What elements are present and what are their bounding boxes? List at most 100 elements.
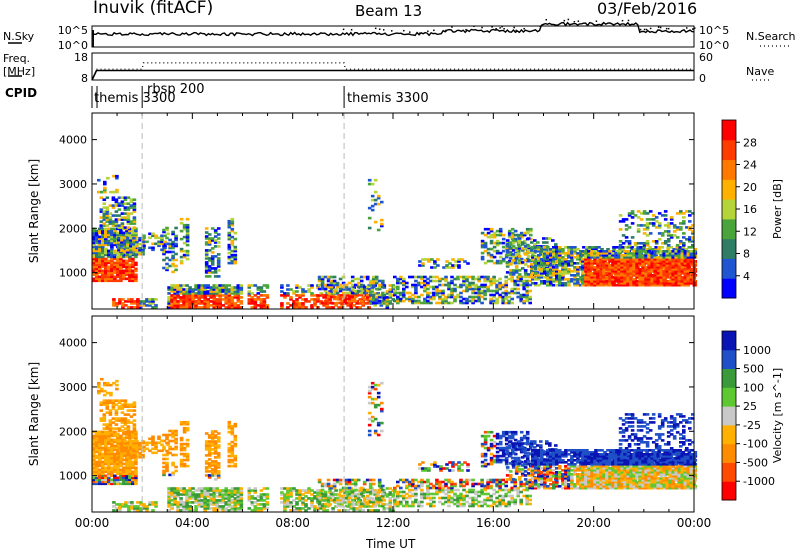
- power-cell: [167, 286, 171, 289]
- power-cell: [511, 255, 516, 258]
- power-cell: [687, 268, 692, 271]
- power-cell: [546, 256, 550, 259]
- power-cell: [579, 254, 583, 257]
- power-cell: [581, 270, 585, 273]
- power-cell: [97, 178, 101, 182]
- power-cell: [338, 287, 343, 291]
- power-cell: [104, 251, 108, 255]
- power-cell: [674, 283, 678, 287]
- power-cell: [495, 229, 500, 233]
- power-cell: [233, 286, 238, 289]
- power-cell: [567, 280, 571, 283]
- power-cell: [671, 256, 675, 259]
- power-cell: [653, 256, 657, 259]
- power-cell: [537, 250, 541, 253]
- power-cell: [552, 268, 556, 271]
- power-cell: [98, 253, 102, 257]
- velocity-cell: [191, 495, 195, 498]
- power-cell: [623, 254, 627, 257]
- power-cell: [113, 241, 117, 245]
- power-cell: [167, 292, 171, 295]
- power-cell: [629, 280, 633, 283]
- power-cell: [663, 268, 667, 271]
- power-cell: [102, 210, 107, 213]
- velocity-cell: [170, 487, 174, 490]
- power-cell: [590, 256, 594, 259]
- power-cell: [116, 259, 120, 263]
- velocity-cell: [227, 424, 232, 428]
- power-cell: [471, 277, 475, 281]
- nsearch-point: [691, 28, 694, 30]
- power-cell: [95, 249, 99, 253]
- power-cell: [212, 294, 216, 297]
- power-cell: [250, 302, 255, 305]
- power-cell: [641, 258, 645, 261]
- power-cell: [584, 282, 588, 285]
- power-cell: [540, 250, 544, 253]
- velocity-cell: [111, 401, 116, 404]
- power-cell: [355, 292, 359, 295]
- power-cell: [230, 304, 235, 307]
- velocity-cell: [203, 487, 207, 490]
- power-cell: [573, 268, 577, 271]
- power-cell: [136, 304, 140, 307]
- power-cell: [230, 219, 235, 223]
- power-cell: [286, 294, 290, 297]
- power-cell: [511, 259, 516, 262]
- power-cell: [654, 216, 659, 219]
- power-cell: [417, 295, 421, 299]
- velocity-cell: [200, 495, 204, 498]
- power-cell: [683, 250, 688, 253]
- velocity-cell: [122, 468, 126, 472]
- power-cell: [579, 260, 583, 263]
- power-cell: [107, 227, 111, 231]
- power-cell: [495, 241, 500, 245]
- velocity-cell: [131, 470, 135, 474]
- power-cell: [286, 288, 290, 291]
- power-cell: [624, 228, 629, 231]
- power-cell: [564, 246, 568, 249]
- velocity-cell: [122, 466, 126, 470]
- power-cell: [399, 281, 403, 285]
- power-cell: [216, 259, 221, 262]
- power-cell: [642, 212, 647, 215]
- power-cell: [221, 304, 225, 307]
- power-cell: [131, 233, 135, 237]
- velocity-cell: [104, 462, 108, 466]
- power-cell: [645, 248, 649, 251]
- power-cell: [215, 286, 219, 289]
- power-cell: [373, 178, 378, 182]
- velocity-cell: [227, 499, 232, 502]
- velocity-cell: [104, 460, 108, 464]
- velocity-cell: [179, 460, 184, 464]
- velocity-cell: [101, 460, 105, 464]
- power-cell: [331, 294, 335, 297]
- power-cell: [432, 279, 436, 283]
- velocity-cell: [128, 466, 132, 470]
- velocity-cell: [170, 505, 174, 508]
- power-cell: [543, 258, 547, 261]
- power-cell: [678, 278, 682, 281]
- power-cell: [674, 278, 678, 281]
- power-cell: [546, 278, 550, 281]
- power-cell: [233, 261, 238, 265]
- velocity-cell: [110, 478, 114, 482]
- power-cell: [650, 274, 654, 277]
- power-cell: [126, 240, 130, 244]
- velocity-cell: [227, 493, 232, 496]
- power-cell: [125, 265, 129, 269]
- power-cell: [112, 174, 116, 178]
- power-cell: [204, 249, 209, 252]
- velocity-cell: [185, 503, 189, 506]
- power-cell: [98, 245, 102, 249]
- velocity-cell: [92, 462, 96, 466]
- power-cell: [495, 289, 499, 293]
- velocity-cell: [210, 442, 215, 445]
- power-cell: [552, 278, 556, 281]
- velocity-cell: [179, 489, 183, 492]
- velocity-cell: [107, 430, 111, 434]
- power-cell: [533, 239, 537, 242]
- power-cell: [162, 242, 166, 246]
- power-cell: [629, 278, 633, 281]
- power-cell: [142, 240, 146, 244]
